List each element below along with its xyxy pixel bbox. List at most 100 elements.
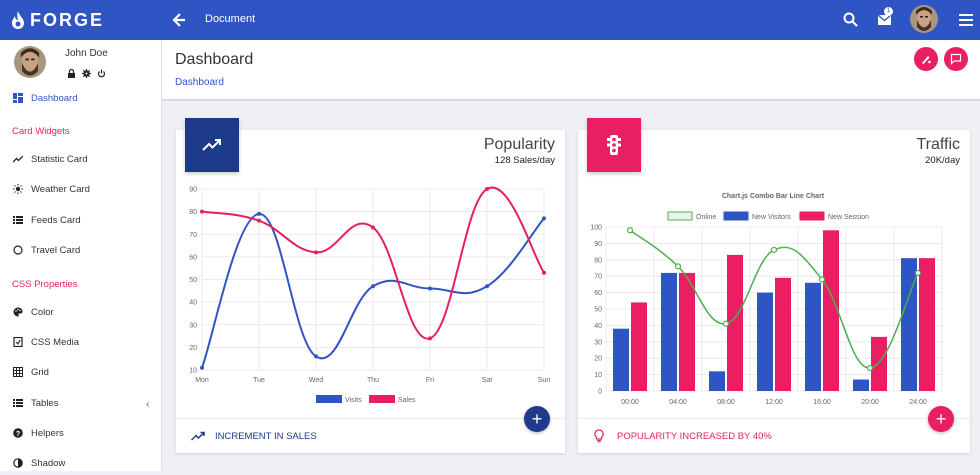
logo-text: FORGE — [30, 9, 105, 30]
sidebar-item-shadow[interactable]: Shadow — [0, 451, 161, 475]
gear-icon[interactable] — [82, 65, 91, 78]
legend-swatch — [369, 395, 395, 403]
sidebar-item-helpers[interactable]: ? Helpers — [0, 421, 161, 445]
notification-badge: 1 — [884, 7, 893, 16]
grid-icon — [13, 367, 23, 377]
chart-title: Chart.js Combo Bar Line Chart — [722, 193, 825, 200]
data-point — [542, 216, 546, 221]
sidebar-item-color[interactable]: Color — [0, 300, 161, 324]
document-title: Document — [205, 13, 256, 25]
y-tick-label: 30 — [189, 322, 197, 329]
data-point — [314, 354, 318, 359]
legend-label: Online — [696, 214, 716, 221]
bar — [901, 258, 917, 391]
bar — [805, 282, 821, 391]
popularity-line-chart: 10 20 30 40 50 60 70 80 90 Mon Tue Wed Thu Fri Sat Sun V… — [189, 187, 551, 405]
section-card-widgets: Card Widgets — [12, 126, 70, 137]
x-tick-label: 12:00 — [765, 399, 783, 406]
data-point — [866, 364, 874, 372]
data-point — [428, 336, 432, 341]
y-tick-label: 90 — [594, 241, 602, 248]
data-point — [257, 211, 261, 216]
sidebar-item-weather-card[interactable]: Weather Card — [0, 177, 161, 201]
plus-icon: + — [531, 409, 543, 429]
bar — [661, 272, 677, 391]
bar — [631, 302, 647, 391]
sidebar-item-statistic-card[interactable]: Statistic Card — [0, 147, 161, 171]
data-point — [770, 246, 778, 254]
forge-logo[interactable]: FORGE — [10, 8, 104, 32]
data-point — [485, 284, 489, 289]
bar — [853, 379, 869, 391]
edit-fab-button[interactable] — [914, 47, 938, 71]
sidebar-item-feeds-card[interactable]: Feeds Card — [0, 208, 161, 232]
y-tick-label: 60 — [189, 254, 197, 261]
card-footer: POPULARITY INCREASED BY 40% — [578, 418, 970, 453]
card-subtitle: 128 Sales/day — [494, 155, 555, 166]
breadcrumb[interactable]: Dashboard — [175, 77, 224, 88]
user-avatar[interactable] — [14, 46, 46, 78]
y-tick-label: 0 — [598, 389, 602, 396]
y-tick-label: 40 — [594, 323, 602, 330]
legend-label: Sales — [398, 397, 416, 404]
x-tick-label: 20:00 — [861, 399, 879, 406]
sidebar-item-grid[interactable]: Grid — [0, 360, 161, 384]
traffic-combo-chart: Chart.js Combo Bar Line Chart 0 10 20 30 40 50… — [590, 193, 943, 406]
sidebar-item-label: Color — [31, 306, 54, 318]
data-point — [314, 250, 318, 255]
help-icon: ? — [13, 428, 23, 438]
chevron-left-icon[interactable]: ‹ — [146, 399, 150, 410]
y-tick-label: 70 — [594, 274, 602, 281]
legend-swatch — [667, 211, 693, 221]
y-tick-label: 10 — [594, 372, 602, 379]
sidebar-item-dashboard[interactable]: Dashboard — [0, 86, 161, 110]
legend-swatch — [723, 211, 749, 221]
sun-icon — [13, 184, 23, 194]
y-tick-label: 20 — [594, 356, 602, 363]
top-avatar[interactable] — [910, 5, 938, 33]
back-arrow-icon[interactable] — [170, 9, 190, 31]
data-point — [371, 284, 375, 289]
chat-fab-button[interactable] — [944, 47, 968, 71]
x-tick-label: Sun — [538, 377, 551, 384]
svg-text:?: ? — [16, 429, 21, 438]
sidebar-item-tables[interactable]: Tables ‹ — [0, 391, 161, 415]
shadow-icon — [13, 458, 23, 468]
bar — [871, 336, 887, 391]
circle-icon — [13, 245, 23, 255]
add-fab-button[interactable]: + — [524, 406, 550, 432]
top-app-bar: FORGE Document 1 — [0, 0, 980, 40]
legend-label: New Session — [828, 214, 869, 221]
trending-up-icon — [191, 430, 205, 442]
add-fab-button[interactable]: + — [928, 406, 954, 432]
power-icon[interactable] — [97, 65, 106, 78]
x-tick-label: 24:00 — [909, 399, 927, 406]
lightbulb-icon — [593, 429, 607, 443]
x-tick-label: Thu — [367, 377, 379, 384]
flame-icon — [12, 11, 24, 29]
search-icon[interactable] — [842, 11, 860, 29]
menu-icon[interactable] — [957, 11, 975, 29]
sidebar-item-css-media[interactable]: CSS Media — [0, 330, 161, 354]
bar — [709, 371, 725, 391]
sidebar-item-label: Helpers — [31, 427, 64, 439]
sidebar-item-travel-card[interactable]: Travel Card — [0, 238, 161, 262]
bar — [727, 254, 743, 391]
data-point — [200, 365, 204, 370]
lock-icon[interactable] — [67, 65, 76, 78]
legend-swatch — [799, 211, 825, 221]
data-point — [542, 270, 546, 275]
traffic-light-icon — [607, 135, 621, 155]
data-point — [371, 225, 375, 230]
bar — [613, 328, 629, 391]
sidebar-item-label: Tables — [31, 397, 59, 409]
mail-icon[interactable] — [876, 11, 894, 29]
data-point — [674, 263, 682, 270]
footer-text: POPULARITY INCREASED BY 40% — [617, 430, 772, 442]
data-point — [818, 276, 826, 283]
dashboard-icon — [13, 93, 23, 103]
brush-icon — [922, 56, 931, 64]
sidebar-item-label: Travel Card — [31, 244, 81, 256]
page-title: Dashboard — [175, 51, 254, 68]
plus-icon: + — [935, 409, 947, 429]
